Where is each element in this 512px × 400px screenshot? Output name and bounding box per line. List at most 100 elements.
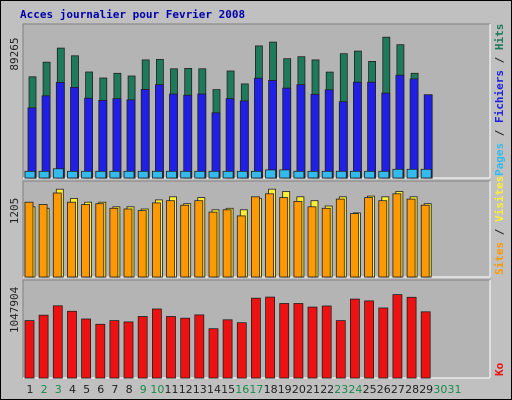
bar-ko-day-25: [364, 300, 375, 379]
bar-sites-day-7: [109, 207, 119, 278]
legend-ko: Ko: [493, 362, 506, 376]
bar-fichiers-day-13: [197, 93, 207, 179]
bar-pages-day-29: [420, 168, 432, 179]
x-axis-label-day-10: 10: [150, 383, 164, 396]
bar-pages-day-15: [222, 170, 234, 179]
legend-item: /: [493, 50, 506, 70]
y-axis-max-label: 89265: [8, 37, 21, 70]
legend-item: Pages: [493, 143, 506, 176]
bar-fichiers-day-16: [239, 100, 249, 179]
bar-fichiers-day-1: [27, 107, 37, 179]
bar-sites-day-3: [52, 192, 62, 278]
bar-fichiers-day-25: [367, 81, 377, 179]
x-axis-label-day-21: 21: [306, 383, 320, 396]
bar-fichiers-day-6: [98, 100, 108, 179]
bar-ko-day-26: [378, 307, 389, 379]
bar-ko-day-4: [67, 310, 77, 379]
chart-panel-visites-sites: 1205 Sites / Visites: [8, 176, 506, 278]
bar-ko-day-9: [137, 316, 148, 379]
bar-pages-day-17: [250, 170, 262, 179]
chart-title: Acces journalier pour Fevrier 2008: [20, 8, 245, 21]
bar-sites-day-11: [166, 200, 175, 278]
bar-ko-day-1: [24, 320, 35, 379]
bar-sites-day-5: [81, 204, 90, 278]
bar-ko-day-10: [151, 308, 162, 379]
bar-fichiers-day-10: [154, 84, 164, 179]
legend-visites-sites: Sites / Visites: [493, 176, 506, 275]
bar-pages-day-9: [137, 170, 149, 179]
bar-pages-day-11: [166, 170, 177, 179]
x-axis-label-day-12: 12: [179, 383, 193, 396]
x-axis-label-day-7: 7: [111, 383, 118, 396]
legend-item: Sites: [493, 242, 506, 275]
bar-sites-day-19: [279, 197, 289, 278]
legend-item: Fichiers: [493, 70, 506, 123]
x-axis-label-day-16: 16: [235, 383, 249, 396]
bar-sites-day-23: [335, 198, 345, 278]
bar-pages-day-14: [208, 170, 220, 179]
bar-fichiers-day-24: [352, 81, 362, 179]
bar-fichiers-day-7: [112, 98, 122, 179]
bar-fichiers-day-2: [41, 95, 51, 179]
x-axis-label-day-9: 9: [140, 383, 147, 396]
y-axis-max-label: 1205: [8, 198, 21, 225]
bar-sites-day-12: [180, 204, 190, 278]
bar-sites-day-21: [307, 206, 317, 278]
bar-ko-day-2: [38, 314, 49, 379]
bar-sites-day-16: [236, 215, 246, 278]
x-axis-label-day-29: 29: [419, 383, 433, 396]
bar-ko-day-14: [208, 328, 219, 379]
x-axis-day-labels: 1 2 3 4 5 6 7 8 9 10 11 12 13 14 15 16 17 18 19 20 21 22 23 24 2…: [27, 383, 462, 396]
x-axis-label-day-25: 25: [363, 383, 377, 396]
bar-fichiers-day-17: [253, 77, 263, 179]
x-axis-label-day-27: 27: [391, 383, 405, 396]
bar-fichiers-day-26: [381, 92, 391, 179]
bar-ko-day-12: [180, 317, 191, 379]
bar-fichiers-day-22: [324, 89, 334, 179]
bar-pages-day-20: [293, 170, 305, 179]
bar-ko-day-3: [52, 305, 63, 379]
bar-fichiers-day-27: [395, 74, 405, 179]
bar-ko-day-16: [236, 322, 247, 379]
x-axis-label-day-30: 30: [433, 383, 447, 396]
bar-sites-day-17: [250, 196, 260, 278]
bar-fichiers-day-5: [84, 97, 93, 179]
bar-fichiers-day-20: [296, 84, 306, 179]
bar-pages-day-19: [279, 169, 291, 179]
bar-ko-day-7: [109, 320, 120, 379]
bar-pages-day-12: [180, 170, 192, 179]
bar-ko-day-28: [406, 296, 417, 379]
bar-sites-day-8: [123, 208, 133, 278]
bar-pages-day-27: [392, 168, 404, 179]
x-axis-label-day-26: 26: [377, 383, 391, 396]
bar-ko-day-19: [279, 303, 290, 379]
bar-pages-day-7: [109, 170, 121, 179]
bar-ko-day-29: [420, 311, 431, 379]
bar-sites-day-20: [293, 200, 303, 278]
bar-pages-day-6: [95, 170, 107, 179]
bar-pages-day-4: [67, 170, 78, 179]
bar-pages-day-2: [38, 170, 50, 179]
bar-pages-day-28: [406, 168, 418, 179]
x-axis-label-day-31: 31: [448, 383, 462, 396]
legend-item: Ko: [493, 362, 506, 376]
bar-sites-day-27: [392, 193, 402, 278]
bar-ko-day-17: [250, 297, 261, 379]
bar-pages-day-10: [151, 170, 163, 179]
bar-ko-day-15: [222, 319, 233, 379]
bar-fichiers-day-28: [409, 78, 419, 179]
x-axis-label-day-14: 14: [207, 383, 221, 396]
bar-fichiers-day-14: [211, 112, 221, 179]
x-axis-label-day-23: 23: [334, 383, 348, 396]
bar-sites-day-4: [67, 201, 76, 278]
legend-item: Visites: [493, 176, 506, 222]
bar-sites-day-29: [420, 204, 430, 278]
legend-item: /: [493, 222, 506, 242]
x-axis-label-day-2: 2: [41, 383, 48, 396]
bar-pages-day-3: [52, 168, 64, 179]
bar-ko-day-22: [321, 305, 332, 379]
bar-fichiers-day-18: [268, 80, 278, 179]
bar-sites-day-9: [137, 210, 147, 278]
bar-ko-day-27: [392, 294, 403, 379]
bar-sites-day-14: [208, 211, 218, 278]
